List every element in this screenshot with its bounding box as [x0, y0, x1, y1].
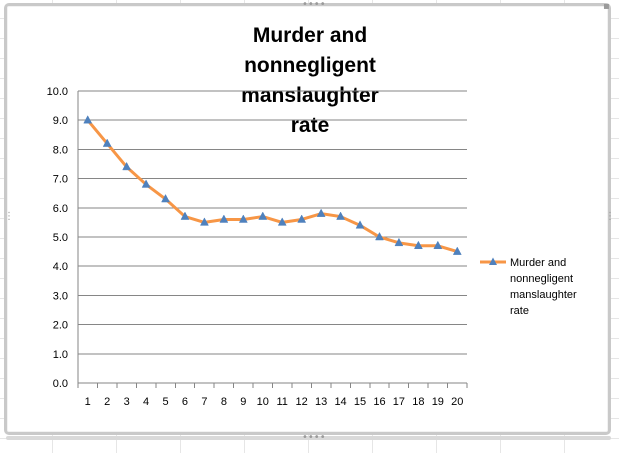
y-tick-label: 3.0 — [53, 290, 68, 302]
chart-title-line: nonnegligent — [244, 54, 376, 77]
data-point[interactable] — [336, 211, 345, 220]
data-point[interactable] — [355, 220, 365, 229]
data-point[interactable] — [161, 194, 170, 203]
y-tick-label: 4.0 — [53, 261, 68, 273]
y-tick-label: 5.0 — [53, 232, 68, 244]
x-tick-label: 13 — [315, 396, 327, 408]
data-point[interactable] — [141, 179, 151, 188]
data-point[interactable] — [102, 138, 112, 147]
chart-title: Murder and nonnegligent manslaughter rat… — [241, 24, 379, 137]
data-point[interactable] — [413, 240, 423, 250]
x-tick-label: 3 — [124, 396, 130, 408]
x-tick-label: 8 — [221, 396, 227, 408]
y-tick-label: 2.0 — [53, 320, 68, 332]
data-point[interactable] — [277, 217, 287, 226]
resize-handle-right[interactable]: ⋮ — [605, 211, 615, 222]
y-tick-label: 7.0 — [53, 174, 68, 186]
x-tick-label: 19 — [432, 396, 444, 408]
data-point[interactable] — [180, 211, 190, 220]
chart-frame-shadow — [6, 436, 611, 440]
x-tick-label: 17 — [393, 396, 405, 408]
x-tick-label: 10 — [257, 396, 269, 408]
chart-title-line: manslaughter — [241, 84, 379, 107]
x-tick-label: 20 — [451, 396, 463, 408]
y-tick-label: 0.0 — [53, 378, 68, 390]
x-tick-label: 14 — [334, 396, 346, 408]
data-point[interactable] — [83, 115, 93, 124]
x-tick-label: 2 — [104, 396, 110, 408]
resize-handle-corner-tr[interactable]: ▪ — [603, 1, 610, 12]
y-tick-label: 9.0 — [53, 115, 68, 127]
x-tick-label: 6 — [182, 396, 188, 408]
data-point[interactable] — [258, 211, 268, 220]
legend-marker-swatch — [489, 257, 497, 265]
x-tick-label: 5 — [162, 396, 168, 408]
legend-label: manslaughter — [510, 289, 577, 301]
data-point[interactable] — [375, 231, 384, 241]
legend[interactable]: Murder and nonnegligent manslaughter rate — [480, 257, 577, 317]
y-tick-label: 8.0 — [53, 144, 68, 156]
resize-handle-top[interactable]: •••• — [302, 0, 326, 10]
x-tick-label: 18 — [412, 396, 424, 408]
x-tick-label: 15 — [354, 396, 366, 408]
data-point[interactable] — [316, 208, 326, 217]
y-tick-label: 6.0 — [53, 203, 68, 215]
y-tick-label: 1.0 — [53, 349, 68, 361]
legend-label: nonnegligent — [510, 273, 573, 285]
chart-title-line: rate — [291, 114, 330, 137]
x-tick-label: 7 — [201, 396, 207, 408]
data-point[interactable] — [200, 217, 209, 226]
plot-area: 0.01.02.03.04.05.06.07.08.09.010.01 2 3 4 5 6… — [47, 86, 468, 408]
x-tick-label: 9 — [240, 396, 246, 408]
data-point[interactable] — [433, 240, 443, 250]
data-point[interactable] — [122, 161, 132, 171]
data-point[interactable] — [452, 246, 462, 255]
x-tick-label: 11 — [277, 396, 288, 408]
data-point[interactable] — [394, 237, 404, 247]
data-point[interactable] — [219, 214, 229, 223]
data-point[interactable] — [297, 214, 307, 223]
x-tick-label: 12 — [296, 396, 308, 408]
x-tick-label: 4 — [143, 396, 149, 408]
x-tick-label: 16 — [373, 396, 385, 408]
legend-label: rate — [510, 305, 529, 317]
resize-handle-left[interactable]: ⋮ — [4, 211, 14, 222]
legend-label: Murder and — [510, 257, 566, 269]
x-tick-label: 1 — [85, 396, 91, 408]
resize-handle-bottom[interactable]: •••• — [302, 432, 326, 443]
y-tick-label: 10.0 — [47, 86, 68, 98]
chart-title-line: Murder and — [253, 24, 367, 47]
data-point[interactable] — [238, 214, 248, 223]
